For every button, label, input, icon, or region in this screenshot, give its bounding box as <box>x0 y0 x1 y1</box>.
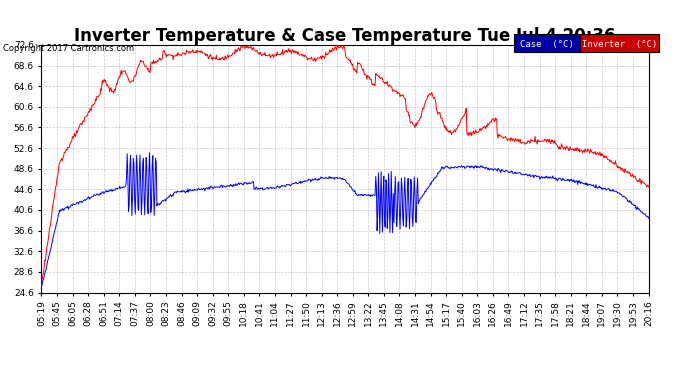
Title: Inverter Temperature & Case Temperature Tue Jul 4 20:36: Inverter Temperature & Case Temperature … <box>75 27 615 45</box>
Text: Inverter  (°C): Inverter (°C) <box>582 40 658 49</box>
Text: Copyright 2017 Cartronics.com: Copyright 2017 Cartronics.com <box>3 44 135 52</box>
Text: Case  (°C): Case (°C) <box>520 40 573 49</box>
